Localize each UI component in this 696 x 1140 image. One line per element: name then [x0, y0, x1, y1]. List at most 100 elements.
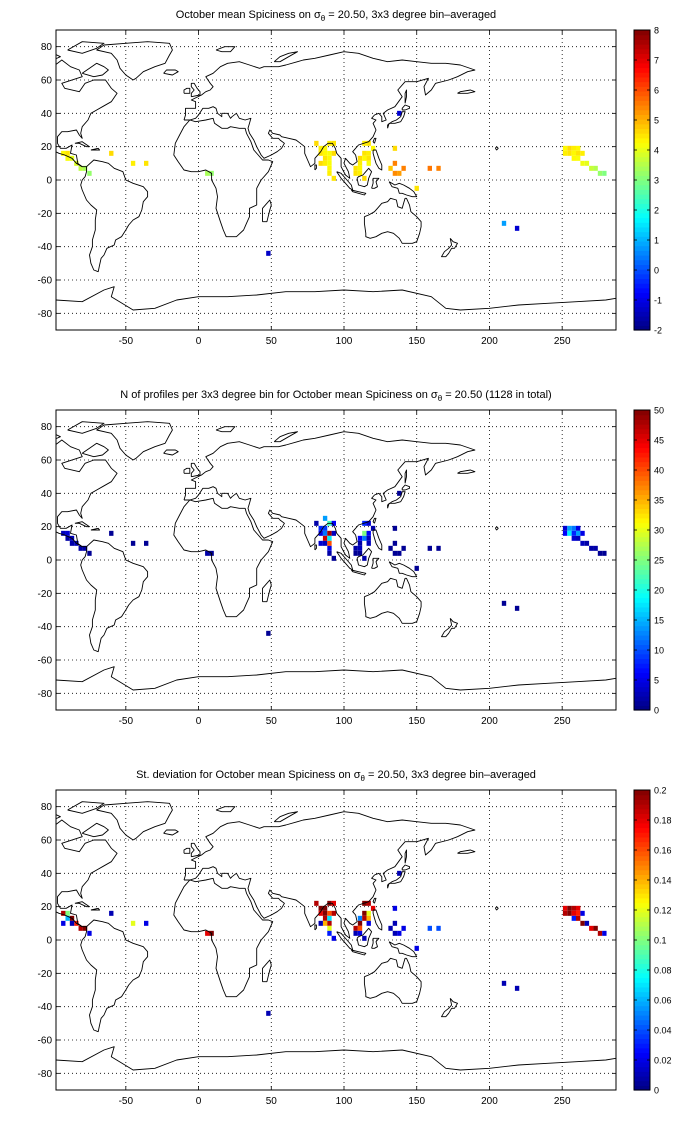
colorbar-segment	[634, 269, 650, 275]
colorbar-segment	[634, 480, 650, 486]
coastline-hawaii	[494, 906, 499, 911]
coastline-taiwan	[372, 137, 377, 144]
data-cell	[576, 915, 581, 921]
data-cell	[366, 155, 371, 161]
colorbar-tick-label: 6	[654, 86, 659, 96]
colorbar-segment	[634, 874, 650, 880]
data-cell	[593, 925, 598, 931]
coastline-hispaniola	[90, 907, 101, 911]
colorbar-segment	[634, 245, 650, 251]
x-tick-label: 150	[408, 716, 425, 727]
coastline-arctic-islands	[56, 814, 61, 820]
data-cell	[436, 165, 441, 171]
colorbar-segment	[634, 944, 650, 950]
data-cell	[392, 920, 398, 926]
coastline-hispaniola	[90, 527, 101, 531]
coastline-novaya-zemlya	[273, 431, 298, 443]
colorbar-segment	[634, 940, 650, 946]
colorbar-segment	[634, 53, 650, 59]
colorbar-segment	[634, 982, 650, 988]
colorbar-segment	[634, 1085, 650, 1091]
colorbar-segment	[634, 231, 650, 237]
data-cell	[576, 150, 581, 156]
data-cell	[322, 525, 328, 531]
colorbar-segment	[634, 860, 650, 866]
y-tick-label: -20	[38, 969, 53, 980]
data-cell	[327, 910, 332, 916]
coastline-new-guinea	[388, 561, 418, 578]
coastline-borneo	[356, 547, 373, 568]
colorbar-segment	[634, 128, 650, 134]
panel-title: October mean Spiciness on σθ = 20.50, 3x…	[176, 9, 496, 23]
data-cell	[362, 555, 367, 561]
colorbar-segment	[634, 545, 650, 552]
colorbar-segment	[634, 930, 650, 936]
data-cell	[392, 145, 398, 151]
data-cell	[318, 540, 323, 546]
coastline-japan	[387, 111, 406, 129]
coastline-greenland	[96, 801, 173, 841]
colorbar-segment	[634, 222, 650, 228]
y-tick-label: -60	[38, 1036, 53, 1047]
data-cell	[130, 540, 136, 546]
coastline-svalbard	[215, 426, 236, 433]
data-cell	[266, 630, 271, 636]
colorbar-segment	[634, 672, 650, 678]
colorbar-segment	[634, 419, 650, 425]
y-tick-label: -80	[38, 1069, 53, 1080]
colorbar-segment	[634, 494, 650, 500]
coastline-arctic-islands	[56, 54, 61, 60]
data-cell	[366, 535, 371, 541]
colorbar-segment	[634, 156, 650, 162]
coastline-new-guinea	[388, 941, 418, 958]
data-cell	[318, 150, 323, 156]
data-cell	[388, 545, 393, 551]
colorbar-segment	[634, 827, 650, 833]
coastline-japan	[387, 491, 406, 509]
coastline-south-america	[80, 919, 149, 1033]
colorbar-segment	[634, 109, 650, 115]
data-cell	[366, 920, 371, 926]
colorbar-segment	[634, 428, 650, 435]
colorbar-segment	[634, 217, 650, 223]
data-cell	[357, 155, 363, 161]
y-tick-label: -60	[38, 276, 53, 287]
data-cell	[61, 530, 66, 536]
y-tick-label: 20	[41, 142, 53, 153]
colorbar-segment	[634, 189, 650, 195]
y-tick-label: 20	[41, 902, 53, 913]
data-cell	[327, 550, 332, 556]
colorbar-segment	[634, 804, 650, 810]
data-cell	[392, 170, 398, 176]
colorbar: 0 0.02 0.04 0.06 0.08 0.1 0.12 0.14 0.16 0.18 0.2	[633, 786, 672, 1096]
data-cell	[366, 540, 371, 546]
data-cell	[61, 920, 66, 926]
coastlines	[56, 421, 616, 691]
data-cell	[401, 165, 406, 171]
data-cell	[327, 155, 332, 161]
data-cell	[571, 155, 576, 161]
data-cell	[322, 150, 328, 156]
data-cell	[602, 550, 607, 556]
colorbar-segment	[634, 588, 650, 594]
colorbar-segment	[634, 1019, 650, 1025]
colorbar-segment	[634, 691, 650, 697]
colorbar-segment	[634, 442, 650, 449]
colorbar-segment	[634, 569, 650, 575]
colorbar-tick-label: 30	[654, 526, 664, 536]
coastline-cuba	[74, 901, 90, 908]
data-cell	[69, 540, 75, 546]
data-cell	[388, 925, 393, 931]
data-cell	[61, 910, 66, 916]
coastline-banks	[17, 57, 30, 62]
data-cell	[357, 170, 363, 176]
data-cell	[144, 160, 149, 166]
coastline-africa	[173, 877, 274, 998]
data-cell	[87, 550, 92, 556]
colorbar-segment	[634, 508, 650, 514]
colorbar-tick-label: 15	[654, 616, 664, 626]
data-cell	[318, 160, 323, 166]
coastline-philippines	[372, 149, 383, 171]
